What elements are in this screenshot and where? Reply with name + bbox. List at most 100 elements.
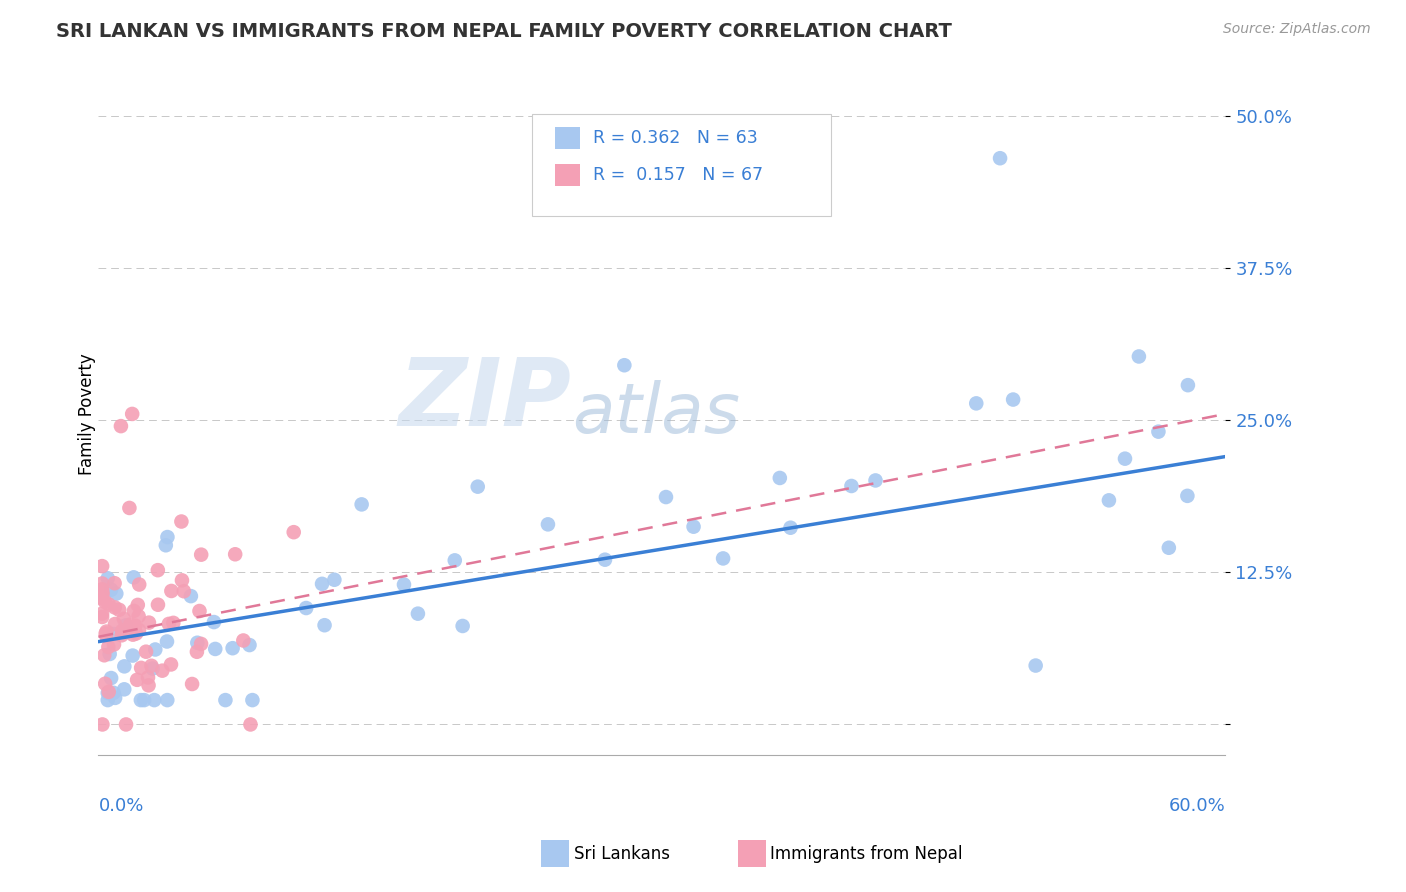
- Point: [104, 576, 127, 591]
- Point: [134, 693, 156, 707]
- Point: [1177, 378, 1199, 392]
- Point: [135, 645, 157, 659]
- Point: [138, 615, 160, 630]
- Point: [1114, 451, 1136, 466]
- Point: [122, 570, 145, 584]
- Point: [91, 591, 114, 606]
- Point: [323, 573, 346, 587]
- Text: R = 0.362   N = 63: R = 0.362 N = 63: [593, 129, 758, 147]
- Text: Immigrants from Nepal: Immigrants from Nepal: [770, 845, 963, 863]
- Point: [143, 642, 166, 657]
- Point: [91, 610, 114, 624]
- Point: [186, 645, 208, 659]
- Point: [180, 589, 202, 603]
- Point: [100, 582, 122, 597]
- Point: [104, 617, 127, 632]
- Point: [97, 598, 120, 612]
- Point: [94, 629, 117, 643]
- Point: [232, 633, 254, 648]
- Point: [100, 671, 122, 685]
- Point: [214, 693, 236, 707]
- Point: [865, 474, 887, 488]
- Point: [1098, 493, 1121, 508]
- Point: [122, 627, 145, 641]
- Point: [104, 600, 127, 615]
- Point: [91, 576, 114, 591]
- Point: [170, 574, 193, 588]
- Point: [682, 519, 704, 533]
- Point: [190, 548, 212, 562]
- Point: [779, 521, 801, 535]
- Point: [127, 598, 149, 612]
- Point: [311, 577, 333, 591]
- Point: [443, 553, 465, 567]
- Point: [143, 693, 166, 707]
- Point: [138, 678, 160, 692]
- Point: [142, 661, 165, 675]
- Point: [94, 595, 117, 609]
- Point: [160, 584, 183, 599]
- Point: [121, 648, 143, 663]
- Point: [160, 657, 183, 672]
- Point: [146, 563, 169, 577]
- Point: [141, 658, 163, 673]
- Point: [103, 627, 125, 641]
- Point: [129, 693, 152, 707]
- Point: [156, 530, 179, 544]
- Point: [965, 396, 987, 410]
- Point: [105, 586, 128, 600]
- Point: [94, 626, 117, 640]
- Point: [91, 559, 114, 574]
- Point: [128, 577, 150, 591]
- Point: [392, 577, 415, 591]
- Point: [593, 552, 616, 566]
- Point: [115, 717, 138, 731]
- Point: [186, 636, 208, 650]
- Point: [112, 682, 135, 697]
- Point: [103, 637, 125, 651]
- Point: [127, 673, 149, 687]
- Point: [988, 151, 1011, 165]
- Text: R =  0.157   N = 67: R = 0.157 N = 67: [593, 166, 763, 184]
- Point: [97, 685, 120, 699]
- Point: [91, 607, 114, 621]
- Point: [114, 618, 136, 632]
- Point: [204, 642, 226, 657]
- Point: [91, 586, 114, 600]
- Text: 0.0%: 0.0%: [98, 797, 143, 814]
- Point: [96, 624, 118, 639]
- Point: [91, 582, 114, 597]
- Point: [190, 637, 212, 651]
- Point: [467, 480, 489, 494]
- Point: [103, 686, 125, 700]
- Bar: [555, 163, 579, 186]
- Point: [111, 624, 134, 638]
- Point: [91, 583, 114, 598]
- Point: [221, 641, 243, 656]
- Point: [124, 618, 146, 632]
- Point: [97, 686, 120, 700]
- Point: [150, 664, 173, 678]
- Point: [136, 670, 159, 684]
- Point: [97, 640, 120, 654]
- Point: [283, 525, 305, 540]
- Text: ZIP: ZIP: [399, 354, 572, 446]
- Text: Sri Lankans: Sri Lankans: [574, 845, 669, 863]
- FancyBboxPatch shape: [533, 114, 831, 216]
- Point: [655, 490, 678, 504]
- Y-axis label: Family Poverty: Family Poverty: [79, 353, 96, 475]
- Point: [711, 551, 734, 566]
- Point: [1147, 425, 1170, 439]
- Point: [350, 497, 373, 511]
- Point: [108, 603, 131, 617]
- Point: [120, 617, 142, 632]
- Point: [122, 604, 145, 618]
- Point: [157, 616, 180, 631]
- Point: [111, 628, 134, 642]
- Point: [537, 517, 560, 532]
- Point: [97, 693, 120, 707]
- Point: [98, 647, 121, 661]
- Point: [181, 677, 204, 691]
- Point: [128, 623, 150, 637]
- Point: [121, 407, 143, 421]
